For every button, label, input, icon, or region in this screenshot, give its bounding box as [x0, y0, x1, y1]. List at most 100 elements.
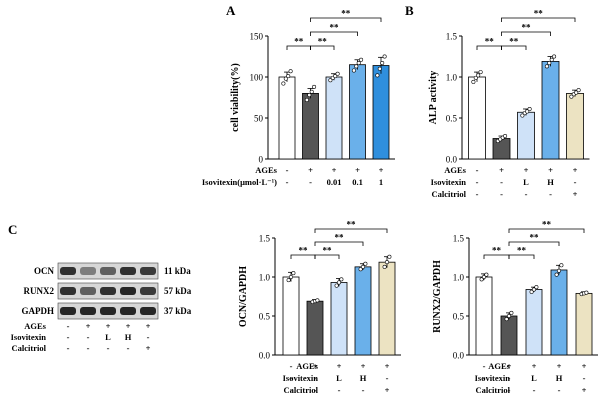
condition-cell: - — [314, 385, 317, 395]
condition-cell: + — [573, 165, 578, 175]
data-point — [549, 57, 554, 62]
data-point — [288, 69, 293, 74]
data-point — [547, 61, 552, 66]
data-point — [387, 254, 392, 259]
condition-cell: - — [147, 332, 150, 342]
condition-cell: 0.01 — [327, 177, 342, 187]
data-point — [574, 90, 579, 95]
data-point — [509, 310, 514, 315]
y-tick-label: 0.5 — [453, 312, 465, 322]
data-point — [503, 134, 508, 139]
data-point — [307, 93, 312, 98]
significance-bracket — [310, 45, 335, 50]
data-point — [382, 54, 387, 59]
data-point — [479, 277, 484, 282]
condition-cell: + — [499, 165, 504, 175]
condition-cell: - — [362, 385, 365, 395]
condition-cell: - — [476, 177, 479, 187]
condition-cell: - — [558, 385, 561, 395]
condition-cell: 0.1 — [352, 177, 363, 187]
y-tick-label: 150 — [250, 32, 264, 42]
condition-cell: + — [332, 165, 337, 175]
data-point — [481, 274, 486, 279]
data-point — [534, 285, 539, 290]
data-point — [309, 89, 314, 94]
data-point — [527, 106, 532, 111]
data-point — [356, 61, 361, 66]
bar — [330, 282, 348, 356]
condition-cell: H — [547, 177, 554, 187]
condition-cell: - — [67, 321, 70, 331]
significance-label: ** — [299, 246, 309, 256]
y-tick-label: 0.0 — [453, 351, 465, 361]
condition-label: Isovitexin — [283, 373, 319, 383]
data-point — [525, 109, 530, 114]
data-point — [286, 278, 291, 283]
condition-cell: - — [483, 361, 486, 371]
condition-cell: - — [286, 165, 289, 175]
blot-band — [100, 267, 116, 275]
y-tick-label: 1.5 — [453, 234, 465, 244]
bar — [468, 76, 486, 160]
significance-label: ** — [341, 9, 351, 19]
data-point — [559, 263, 564, 268]
condition-cell: H — [360, 373, 367, 383]
significance-label: ** — [323, 246, 333, 256]
condition-cell: + — [313, 361, 318, 371]
condition-cell: + — [308, 165, 313, 175]
significance-label: ** — [517, 246, 527, 256]
significance-bracket — [501, 45, 527, 50]
data-point — [531, 287, 536, 292]
significance-bracket — [501, 31, 551, 36]
condition-cell: - — [127, 343, 130, 353]
bar — [302, 93, 319, 160]
condition-cell: + — [557, 361, 562, 371]
condition-cell: + — [385, 385, 390, 395]
significance-label: ** — [509, 37, 519, 47]
data-point — [315, 298, 320, 303]
condition-cell: - — [309, 177, 312, 187]
bar — [325, 76, 343, 160]
condition-label: Calcitriol — [432, 189, 467, 199]
significance-label: ** — [330, 23, 340, 33]
y-tick-label: 1.0 — [446, 73, 458, 83]
panel-label-a: A — [226, 3, 236, 18]
significance-bracket — [508, 228, 585, 233]
blot-size-label: 11 kDa — [164, 266, 191, 276]
data-point — [281, 81, 286, 86]
data-point — [286, 74, 291, 79]
condition-cell: + — [337, 361, 342, 371]
condition-cell: - — [87, 332, 90, 342]
blot-band — [60, 267, 76, 275]
bar — [500, 315, 518, 356]
data-point — [476, 73, 481, 78]
bar — [378, 261, 396, 356]
significance-label: ** — [530, 233, 540, 243]
condition-cell: - — [483, 373, 486, 383]
condition-label: Isovitexin — [475, 373, 511, 383]
data-point — [506, 313, 511, 318]
blot-band — [100, 287, 116, 295]
condition-cell: + — [582, 385, 587, 395]
significance-label: ** — [294, 37, 304, 47]
condition-cell: - — [338, 385, 341, 395]
condition-cell: + — [355, 165, 360, 175]
condition-label: AGEs — [444, 165, 466, 175]
condition-cell: - — [574, 177, 577, 187]
data-point — [569, 94, 574, 99]
data-point — [584, 290, 589, 295]
condition-cell: - — [508, 385, 511, 395]
data-point — [334, 283, 339, 288]
data-point — [520, 113, 525, 118]
bar — [492, 138, 511, 160]
condition-cell: H — [125, 332, 132, 342]
data-point — [576, 88, 581, 93]
condition-label: Isovitexin(μmol·L⁻¹) — [202, 177, 277, 187]
bar — [354, 266, 372, 356]
data-point — [377, 66, 382, 71]
condition-cell: - — [583, 373, 586, 383]
condition-cell: + — [532, 361, 537, 371]
data-point — [484, 272, 489, 277]
